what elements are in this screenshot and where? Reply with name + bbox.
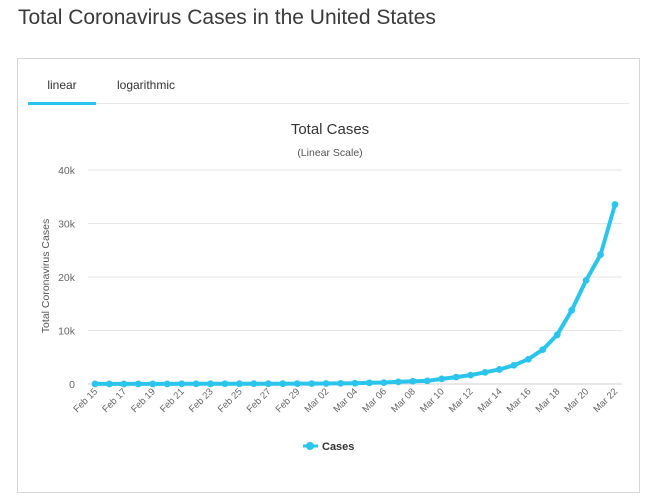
data-point[interactable] <box>423 377 431 385</box>
x-tick-label: Feb 19 <box>129 386 158 415</box>
data-point[interactable] <box>178 380 186 388</box>
y-tick-label: 20k <box>58 272 76 284</box>
x-tick-label: Feb 15 <box>71 386 100 415</box>
chart-card: linear logarithmic <box>17 58 640 493</box>
data-point[interactable] <box>452 373 460 381</box>
data-point[interactable] <box>236 380 243 388</box>
x-tick-label: Mar 02 <box>303 386 332 415</box>
data-point[interactable] <box>293 380 301 388</box>
data-point[interactable] <box>380 379 388 386</box>
chart-title: Total Cases <box>291 121 369 138</box>
data-point[interactable] <box>279 380 287 388</box>
data-point[interactable] <box>106 380 113 388</box>
data-point[interactable] <box>149 380 157 388</box>
data-point[interactable] <box>366 379 373 387</box>
data-point[interactable] <box>322 380 330 387</box>
data-point[interactable] <box>207 380 214 388</box>
x-tick-label: Feb 17 <box>100 386 129 415</box>
data-point[interactable] <box>597 251 604 258</box>
x-tick-label: Mar 08 <box>389 386 418 415</box>
x-tick-label: Feb 21 <box>158 386 187 415</box>
x-tick-label: Mar 20 <box>563 386 592 415</box>
data-point[interactable] <box>409 377 417 385</box>
data-point[interactable] <box>524 355 532 363</box>
x-tick-label: Feb 27 <box>245 386 274 415</box>
y-tick-label: 40k <box>58 165 76 177</box>
data-point[interactable] <box>351 379 359 387</box>
x-tick-label: Mar 04 <box>331 386 360 415</box>
x-tick-label: Mar 22 <box>591 386 620 415</box>
x-tick-label: Mar 14 <box>476 386 505 415</box>
legend-label: Cases <box>322 441 354 453</box>
data-point[interactable] <box>394 378 402 386</box>
legend-swatch-marker <box>306 442 314 450</box>
x-tick-label: Mar 10 <box>418 386 447 415</box>
data-point[interactable] <box>91 380 99 388</box>
data-point[interactable] <box>163 380 171 388</box>
data-point[interactable] <box>539 346 547 354</box>
tab-logarithmic[interactable]: logarithmic <box>116 78 176 92</box>
page-title: Total Coronavirus Cases in the United St… <box>18 6 436 29</box>
x-tick-label: Feb 25 <box>216 386 245 415</box>
data-point[interactable] <box>438 375 446 383</box>
data-point[interactable] <box>611 201 619 208</box>
data-point[interactable] <box>308 380 316 388</box>
x-tick-label: Mar 18 <box>534 386 563 415</box>
y-tick-label: 30k <box>58 219 76 231</box>
data-point[interactable] <box>553 331 561 339</box>
x-tick-label: Mar 16 <box>505 386 534 415</box>
data-point[interactable] <box>568 306 576 314</box>
legend[interactable]: Cases <box>303 441 354 453</box>
x-tick-label: Mar 12 <box>447 386 476 415</box>
data-point[interactable] <box>510 361 518 369</box>
data-point[interactable] <box>221 380 229 388</box>
x-tick-label: Feb 23 <box>187 386 216 415</box>
data-point[interactable] <box>337 379 344 387</box>
data-point[interactable] <box>192 380 200 388</box>
data-point[interactable] <box>264 380 272 388</box>
chart-subtitle: (Linear Scale) <box>297 147 362 159</box>
y-tick-label: 10k <box>58 326 76 338</box>
series-line-cases <box>93 202 617 386</box>
tab-linear[interactable]: linear <box>28 69 96 105</box>
data-point[interactable] <box>467 371 474 379</box>
data-point[interactable] <box>134 380 142 388</box>
data-point[interactable] <box>582 276 590 284</box>
y-axis-label: Total Coronavirus Cases <box>40 219 52 333</box>
data-point[interactable] <box>120 380 128 388</box>
x-tick-label: Mar 06 <box>360 386 389 415</box>
data-point[interactable] <box>496 366 503 373</box>
data-point[interactable] <box>250 380 258 388</box>
scale-tabs: linear logarithmic <box>28 69 629 105</box>
x-tick-label: Feb 29 <box>274 386 303 415</box>
data-point[interactable] <box>481 368 489 376</box>
y-tick-label: 0 <box>69 379 75 391</box>
